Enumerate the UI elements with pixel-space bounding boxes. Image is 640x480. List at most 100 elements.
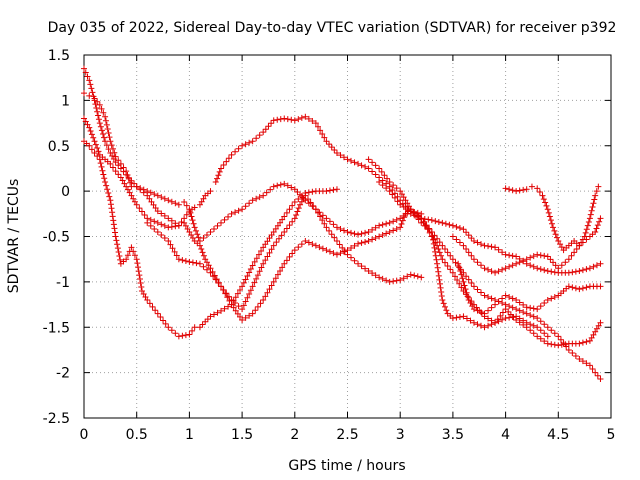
data-point [379, 182, 386, 189]
data-point [133, 256, 140, 263]
data-point [597, 215, 604, 222]
data-point [291, 199, 298, 206]
data-point [468, 280, 475, 287]
data-point [110, 217, 117, 224]
data-point [107, 201, 114, 208]
data-point [270, 278, 277, 285]
data-point [326, 187, 333, 194]
x-tick-label: 3.5 [442, 427, 464, 443]
data-point [550, 224, 557, 231]
data-point [438, 288, 445, 295]
data-point [94, 108, 101, 115]
data-point [432, 248, 439, 255]
data-point [175, 201, 182, 208]
data-point [102, 179, 109, 186]
data-point [312, 206, 319, 213]
data-point [379, 231, 386, 238]
data-point [196, 324, 203, 331]
data-point [458, 284, 465, 291]
data-point [262, 293, 269, 300]
data-point [283, 209, 290, 216]
data-point [183, 202, 190, 209]
data-point [114, 245, 121, 252]
data-point [520, 301, 527, 308]
data-point [465, 276, 472, 283]
data-point [274, 222, 281, 229]
data-point [133, 183, 140, 190]
data-point [528, 183, 535, 190]
data-point [499, 295, 506, 302]
data-point [546, 213, 553, 220]
data-point [244, 272, 251, 279]
data-point [541, 321, 548, 328]
data-point [86, 124, 93, 131]
data-point [541, 330, 548, 337]
data-point [94, 145, 101, 152]
data-point [597, 375, 604, 382]
data-point [270, 117, 277, 124]
data-point [190, 220, 197, 227]
data-point [198, 198, 205, 205]
data-point [82, 118, 89, 125]
data-point [468, 235, 475, 242]
data-point [291, 117, 298, 124]
data-point [478, 241, 485, 248]
data-point [147, 222, 154, 229]
data-point [115, 249, 122, 256]
data-point [459, 275, 466, 282]
data-point [294, 189, 301, 196]
data-point [117, 160, 124, 167]
data-point [321, 134, 328, 141]
data-point [562, 341, 569, 348]
data-point [509, 304, 516, 311]
data-point [115, 157, 122, 164]
data-point [112, 168, 119, 175]
data-point [386, 188, 393, 195]
data-point [161, 195, 168, 202]
data-point [298, 114, 305, 121]
data-point [457, 267, 464, 274]
data-point [154, 310, 161, 317]
data-point [460, 287, 467, 294]
data-point [126, 189, 133, 196]
data-point [571, 249, 578, 256]
data-point [336, 241, 343, 248]
data-point [455, 260, 462, 267]
data-point [115, 171, 122, 178]
data-point [136, 276, 143, 283]
data-point [81, 115, 87, 122]
data-point [253, 135, 260, 142]
data-point [467, 317, 474, 324]
data-point [236, 287, 243, 294]
data-point [110, 221, 117, 228]
data-point [274, 116, 281, 123]
data-point [340, 227, 347, 234]
data-point [146, 300, 153, 307]
data-point [286, 222, 293, 229]
data-point [317, 213, 324, 220]
data-point [548, 327, 555, 334]
data-point [333, 251, 340, 258]
data-point [547, 217, 554, 224]
data-point [239, 206, 246, 213]
data-point [218, 307, 225, 314]
data-point [253, 255, 260, 262]
data-point [502, 292, 509, 299]
data-point [463, 273, 470, 280]
data-point [249, 283, 256, 290]
axes: 0 0.5 1 1.5 2 2.5 3 3.5 4 4.5 5 1.5 1 0.5 0 -0.5 -1 -1.5 -… [43, 48, 616, 443]
data-point [191, 204, 198, 211]
data-point [203, 231, 210, 238]
data-point [207, 269, 214, 276]
data-point [169, 245, 176, 252]
data-point [398, 221, 405, 228]
data-point [530, 263, 537, 270]
data-point [390, 227, 397, 234]
data-point [183, 211, 190, 218]
data-point [105, 130, 112, 137]
data-point [372, 235, 379, 242]
data-point [583, 284, 590, 291]
data-point [289, 250, 296, 257]
data-point [534, 333, 541, 340]
data-point [474, 286, 481, 293]
